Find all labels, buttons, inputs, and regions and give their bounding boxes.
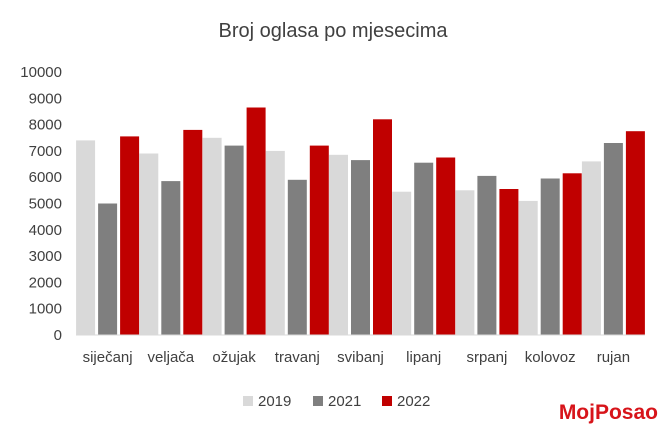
y-tick-label: 4000 [29,222,62,239]
legend-swatch-2019 [243,396,253,406]
bar-2021-4 [351,160,370,335]
bar-2022-8 [625,131,645,335]
legend-label-2022: 2022 [397,393,430,410]
bar-2022-5 [436,157,456,335]
bar-2019-1 [139,153,159,335]
x-axis-labels: siječanj veljača ožujak travanj svibanj lipan… [83,349,630,366]
x-category-label: rujan [597,349,630,366]
bar-2019-8 [581,161,601,335]
bar-2022-7 [562,173,582,335]
legend-swatch-2021 [313,396,323,406]
bar-2022-6 [499,189,519,335]
chart-title: Broj oglasa po mjesecima [219,20,449,42]
bar-2022-0 [120,136,140,335]
bar-2019-3 [265,150,285,335]
y-tick-label: 1000 [29,301,62,318]
y-tick-label: 0 [54,327,62,344]
x-category-label: svibanj [337,349,384,366]
bar-2021-6 [477,175,497,335]
x-category-label: lipanj [406,349,441,366]
bar-2022-3 [309,145,329,335]
bar-2021-2 [224,145,244,335]
legend-label-2021: 2021 [328,393,361,410]
bar-2021-8 [603,143,623,335]
bar-2021-5 [414,162,434,335]
bar-2021-0 [98,203,118,335]
y-tick-label: 7000 [29,143,62,160]
x-category-label: srpanj [466,349,507,366]
y-tick-label: 2000 [29,274,62,291]
bar-2022-2 [246,107,266,335]
x-category-label: ožujak [212,349,256,366]
y-tick-label: 3000 [29,248,62,265]
bar-2019-7 [518,200,538,335]
x-category-label: kolovoz [525,349,576,366]
bar-2019-0 [76,140,96,335]
bar-2019-2 [202,137,222,336]
x-category-label: siječanj [83,349,133,366]
bar-2019-4 [329,154,348,335]
mojposao-logo: MojPosao [558,401,658,424]
legend-swatch-2022 [382,396,392,406]
bar-2021-3 [287,179,307,335]
y-tick-label: 5000 [29,196,62,213]
y-tick-label: 10000 [20,64,62,81]
legend: 2019 2021 2022 [243,393,430,410]
bar-2019-5 [392,191,412,335]
x-category-label: veljača [147,349,194,366]
legend-label-2019: 2019 [258,393,291,410]
bar-2022-4 [373,119,392,335]
bar-2021-1 [161,181,181,335]
bar-2019-6 [455,190,475,335]
bar-2022-1 [183,129,203,335]
bar-2021-7 [540,178,560,335]
y-axis: 0 1000 2000 3000 4000 5000 6000 7000 8000 9000 100… [20,64,62,344]
y-tick-label: 6000 [29,169,62,186]
y-tick-label: 8000 [29,117,62,134]
x-category-label: travanj [275,349,320,366]
y-tick-label: 9000 [29,90,62,107]
bars-group [76,107,645,336]
